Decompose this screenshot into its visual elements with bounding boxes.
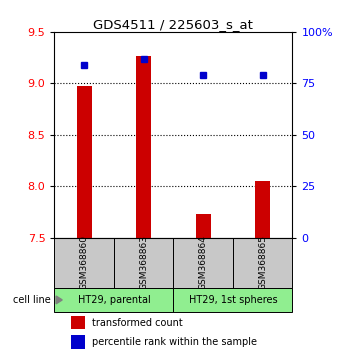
Title: GDS4511 / 225603_s_at: GDS4511 / 225603_s_at — [94, 18, 253, 31]
Text: percentile rank within the sample: percentile rank within the sample — [92, 337, 257, 347]
Text: HT29, 1st spheres: HT29, 1st spheres — [189, 295, 277, 305]
Text: transformed count: transformed count — [92, 318, 183, 328]
Bar — [54, 238, 114, 287]
Bar — [255, 181, 270, 238]
Text: GSM368864: GSM368864 — [199, 235, 208, 290]
Text: GSM368863: GSM368863 — [139, 235, 148, 290]
Bar — [114, 238, 173, 287]
Bar — [196, 214, 210, 238]
Text: cell line: cell line — [13, 295, 51, 305]
Text: GSM368860: GSM368860 — [80, 235, 89, 290]
Text: HT29, parental: HT29, parental — [78, 295, 150, 305]
Bar — [233, 238, 292, 287]
Bar — [54, 287, 173, 312]
Bar — [136, 56, 151, 238]
Bar — [173, 238, 233, 287]
Bar — [77, 86, 91, 238]
Bar — [71, 316, 85, 330]
Bar — [173, 287, 292, 312]
Bar — [71, 335, 85, 349]
Text: GSM368865: GSM368865 — [258, 235, 267, 290]
